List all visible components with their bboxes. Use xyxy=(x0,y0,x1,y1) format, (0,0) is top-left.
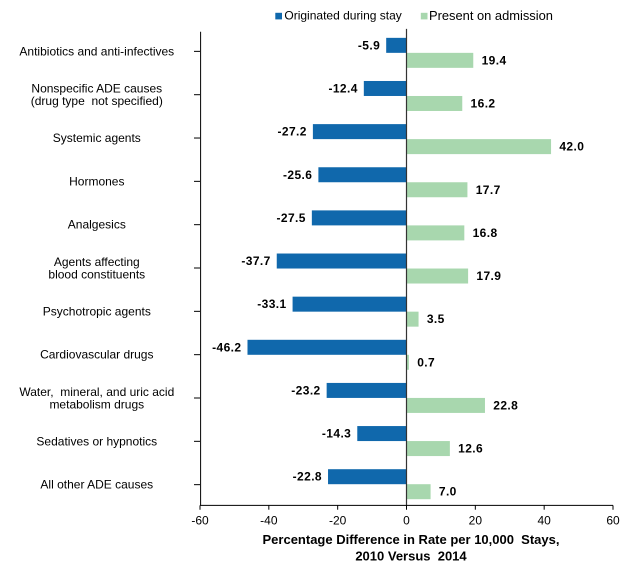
svg-text:-12.4: -12.4 xyxy=(328,81,357,95)
svg-text:-33.1: -33.1 xyxy=(257,297,286,311)
svg-text:0: 0 xyxy=(403,514,410,528)
svg-text:60: 60 xyxy=(606,514,620,528)
svg-text:42.0: 42.0 xyxy=(559,140,584,154)
svg-text:16.2: 16.2 xyxy=(471,96,496,110)
svg-text:20: 20 xyxy=(469,514,483,528)
svg-text:7.0: 7.0 xyxy=(439,485,457,499)
svg-text:Analgesics: Analgesics xyxy=(68,218,126,232)
svg-text:-27.5: -27.5 xyxy=(276,211,305,225)
svg-text:-46.2: -46.2 xyxy=(212,340,241,354)
svg-text:-60: -60 xyxy=(191,514,209,528)
svg-text:Hormones: Hormones xyxy=(69,174,124,188)
svg-text:19.4: 19.4 xyxy=(482,53,507,67)
svg-text:-27.2: -27.2 xyxy=(278,125,307,139)
svg-text:(drug type not specified): (drug type not specified) xyxy=(31,94,163,108)
svg-text:Agents affecting: Agents affecting xyxy=(54,255,140,269)
svg-text:Present on admission: Present on admission xyxy=(429,8,553,23)
svg-text:Originated during stay: Originated during stay xyxy=(284,9,401,23)
svg-text:-20: -20 xyxy=(329,514,347,528)
svg-text:All other ADE causes: All other ADE causes xyxy=(40,478,153,492)
svg-text:2010 Versus 2014: 2010 Versus 2014 xyxy=(355,548,467,563)
svg-text:Psychotropic agents: Psychotropic agents xyxy=(43,304,151,318)
svg-text:12.6: 12.6 xyxy=(458,442,483,456)
svg-text:17.7: 17.7 xyxy=(476,183,501,197)
svg-text:40: 40 xyxy=(537,514,551,528)
svg-text:Percentage Difference in Rate: Percentage Difference in Rate per 10,000… xyxy=(263,532,560,547)
svg-text:Cardiovascular drugs: Cardiovascular drugs xyxy=(40,348,153,362)
svg-text:Nonspecific ADE causes: Nonspecific ADE causes xyxy=(31,81,162,95)
svg-text:-22.8: -22.8 xyxy=(293,470,322,484)
svg-text:-5.9: -5.9 xyxy=(358,38,380,52)
svg-text:17.9: 17.9 xyxy=(476,269,501,283)
svg-text:-14.3: -14.3 xyxy=(322,427,351,441)
svg-text:0.7: 0.7 xyxy=(417,355,435,369)
svg-text:Sedatives or hypnotics: Sedatives or hypnotics xyxy=(36,434,157,448)
svg-text:3.5: 3.5 xyxy=(427,312,445,326)
svg-text:Antibiotics and anti-infective: Antibiotics and anti-infectives xyxy=(19,44,174,58)
svg-text:-25.6: -25.6 xyxy=(283,168,312,182)
svg-text:metabolism drugs: metabolism drugs xyxy=(49,397,144,411)
svg-text:22.8: 22.8 xyxy=(493,398,518,412)
svg-text:16.8: 16.8 xyxy=(473,226,498,240)
svg-text:blood constituents: blood constituents xyxy=(48,267,145,281)
svg-text:-23.2: -23.2 xyxy=(291,383,320,397)
svg-text:Water, mineral, and uric acid: Water, mineral, and uric acid xyxy=(19,385,174,399)
svg-text:Systemic agents: Systemic agents xyxy=(53,131,141,145)
svg-text:-37.7: -37.7 xyxy=(241,254,270,268)
svg-text:-40: -40 xyxy=(260,514,278,528)
